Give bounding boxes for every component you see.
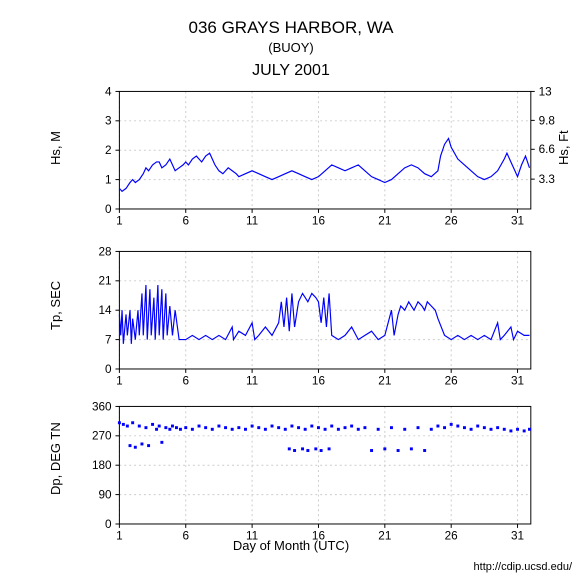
chart-title: 036 GRAYS HARBOR, WA [0,18,582,38]
svg-text:6: 6 [182,215,189,228]
svg-text:0: 0 [105,203,112,216]
hs-ylabel-left: Hs, M [48,131,63,165]
svg-text:4: 4 [105,85,112,98]
hs-ylabel-right: Hs, Ft [556,130,571,165]
svg-text:21: 21 [378,375,391,388]
svg-text:2: 2 [105,144,112,157]
svg-text:11: 11 [246,215,258,228]
svg-text:90: 90 [98,489,112,502]
chart-month: JULY 2001 [0,62,582,80]
chart-subtitle: (BUOY) [0,40,582,55]
tp-chart: 07142128161116212631 [90,245,510,365]
svg-text:6: 6 [182,375,189,388]
svg-text:11: 11 [246,375,258,388]
svg-text:3: 3 [105,115,112,128]
hs-chart: 012343.36.69.813161116212631 [90,85,510,205]
tp-ylabel-left: Tp, SEC [48,281,63,330]
svg-text:6.6: 6.6 [539,143,556,156]
svg-text:28: 28 [98,245,112,258]
dp-chart: 090180270360161116212631 [90,400,510,520]
svg-text:26: 26 [445,375,459,388]
svg-text:31: 31 [511,375,524,388]
svg-text:16: 16 [312,215,326,228]
svg-text:9.8: 9.8 [539,114,556,127]
svg-text:16: 16 [312,375,326,388]
credit-url: http://cdip.ucsd.edu/ [474,561,572,573]
x-axis-label: Day of Month (UTC) [0,538,582,553]
svg-text:31: 31 [511,215,524,228]
svg-text:21: 21 [98,275,111,288]
svg-text:7: 7 [105,334,112,347]
svg-text:270: 270 [92,430,112,443]
svg-text:1: 1 [116,215,123,228]
svg-text:0: 0 [105,518,112,531]
svg-text:14: 14 [98,304,112,317]
svg-text:3.3: 3.3 [539,173,556,186]
svg-text:360: 360 [92,400,112,413]
svg-text:1: 1 [105,174,112,187]
svg-text:21: 21 [378,215,391,228]
dp-ylabel-left: Dp, DEG TN [48,422,63,495]
svg-text:180: 180 [92,459,112,472]
svg-text:1: 1 [116,375,123,388]
chart-container: 036 GRAYS HARBOR, WA (BUOY) JULY 2001 01… [0,0,582,581]
svg-text:0: 0 [105,363,112,376]
svg-text:26: 26 [445,215,459,228]
svg-text:13: 13 [539,85,553,98]
